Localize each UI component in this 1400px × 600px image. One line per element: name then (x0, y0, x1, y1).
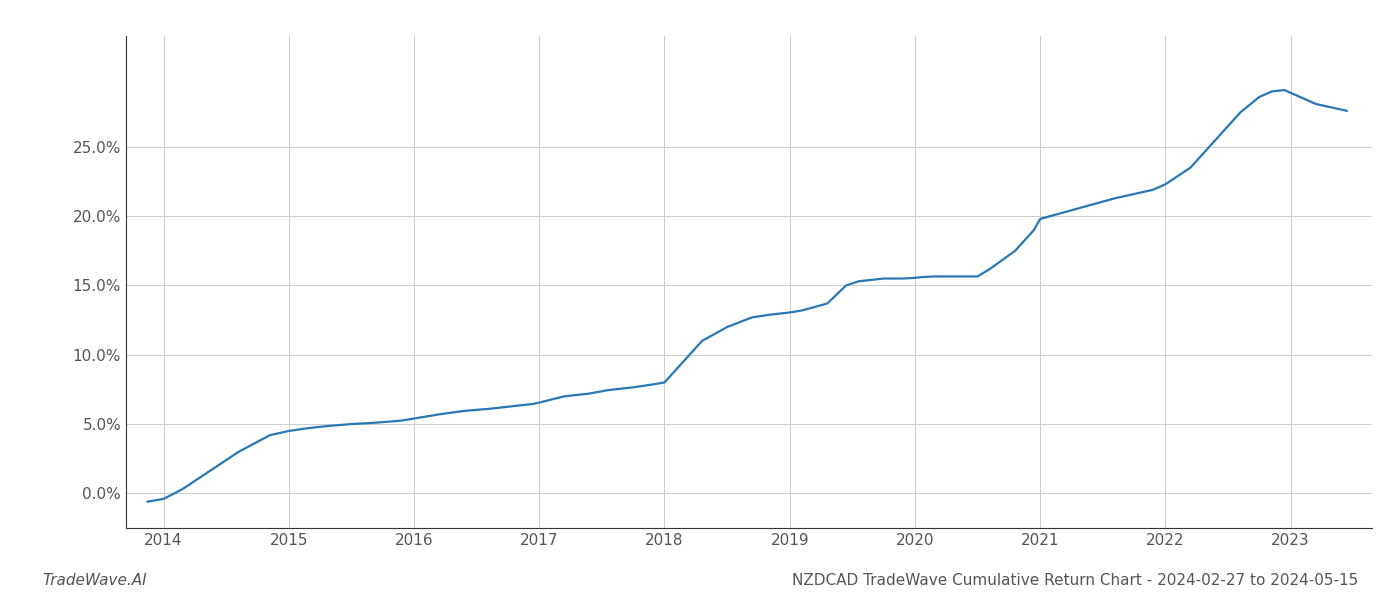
Text: NZDCAD TradeWave Cumulative Return Chart - 2024-02-27 to 2024-05-15: NZDCAD TradeWave Cumulative Return Chart… (792, 573, 1358, 588)
Text: TradeWave.AI: TradeWave.AI (42, 573, 147, 588)
